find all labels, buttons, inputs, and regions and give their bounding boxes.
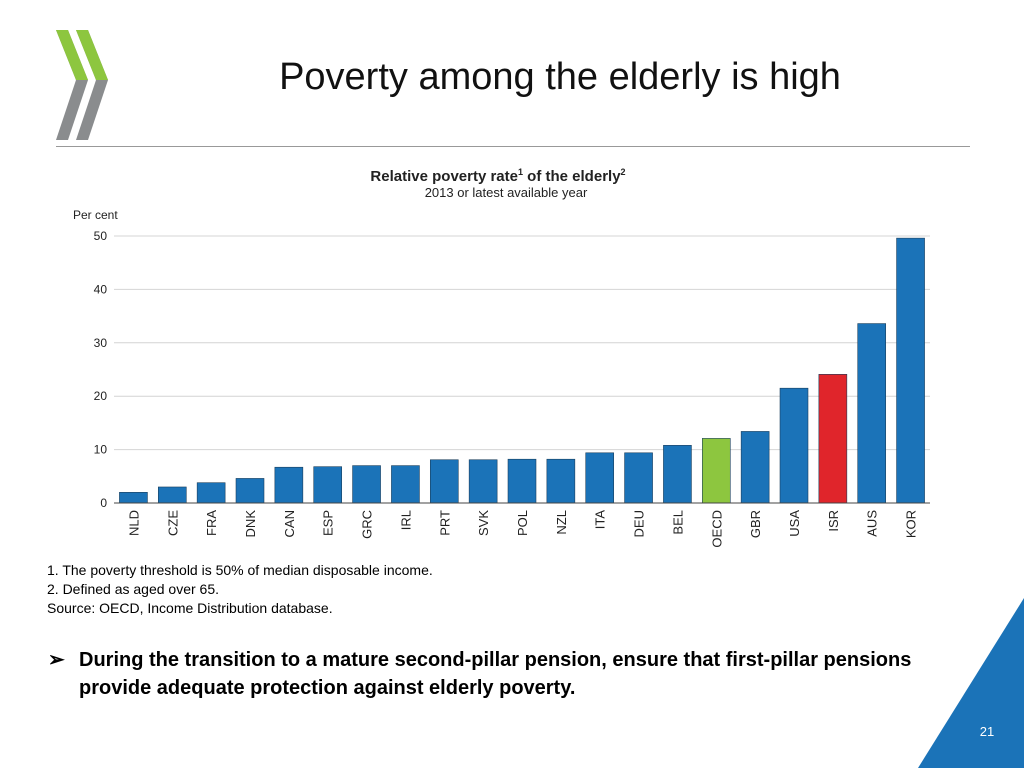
y-axis-label: Per cent: [73, 208, 118, 222]
x-tick-label-svk: SVK: [476, 510, 491, 536]
bars: [119, 237, 925, 504]
source-note: Source: OECD, Income Distribution databa…: [47, 600, 333, 616]
x-tick-label-grc: GRC: [360, 510, 375, 539]
bar-svk: [468, 459, 498, 504]
x-tick-label-aus: AUS: [865, 510, 880, 537]
x-tick-label-cze: CZE: [165, 510, 180, 536]
y-tick-label: 50: [94, 229, 108, 243]
bar-dnk: [235, 478, 265, 504]
y-tick-label: 30: [94, 336, 108, 350]
bar-ita: [585, 452, 615, 504]
chart-subtitle: 2013 or latest available year: [425, 185, 588, 200]
slide-title: Poverty among the elderly is high: [279, 56, 841, 98]
arrow-bullet-icon: ➢: [48, 649, 65, 671]
y-tick-label: 40: [94, 282, 108, 296]
bar-pol: [507, 458, 537, 504]
bar-grc: [352, 465, 381, 504]
bar-fra: [196, 482, 226, 504]
x-axis-ticks: NLD CZE FRA DNK CAN ESP GRC IRL PRT SVK POL NZL ITA D…: [126, 510, 918, 548]
y-tick-label: 0: [100, 496, 107, 510]
bar-can: [274, 466, 304, 504]
page-number: 21: [979, 724, 995, 739]
y-tick-label: 20: [94, 389, 108, 403]
x-tick-label-oecd: OECD: [709, 510, 724, 548]
x-tick-label-fra: FRA: [204, 510, 219, 536]
y-axis-ticks: 0 10 20 30 40 50: [94, 229, 108, 510]
chart-title: Relative poverty rate1 of the elderly2: [370, 167, 625, 185]
x-tick-label-bel: BEL: [670, 510, 685, 535]
bar-nld: [119, 492, 148, 504]
bar-nzl: [546, 458, 576, 504]
oecd-logo: [56, 30, 108, 140]
logo-chevron-green-back: [56, 30, 88, 80]
bar-irl: [391, 465, 420, 504]
x-tick-label-gbr: GBR: [748, 510, 763, 538]
bar-oecd: [701, 438, 731, 504]
bullet-text: During the transition to a mature second…: [79, 649, 912, 699]
x-tick-label-nzl: NZL: [554, 510, 569, 535]
bar-chart: Relative poverty rate1 of the elderly2 2…: [73, 167, 930, 548]
bar-bel: [663, 445, 692, 504]
corner-triangle: [918, 598, 1024, 768]
x-tick-label-prt: PRT: [437, 510, 452, 536]
bar-prt: [429, 459, 459, 504]
x-tick-label-kor: KOR: [904, 510, 919, 538]
x-tick-label-deu: DEU: [632, 510, 647, 537]
x-tick-label-esp: ESP: [321, 510, 336, 536]
bar-usa: [779, 387, 809, 504]
x-tick-label-dnk: DNK: [243, 510, 258, 538]
x-tick-label-usa: USA: [787, 510, 802, 537]
bar-cze: [157, 486, 187, 504]
x-tick-label-irl: IRL: [398, 510, 413, 530]
x-tick-label-pol: POL: [515, 510, 530, 536]
bar-aus: [857, 323, 887, 504]
bar-gbr: [740, 431, 770, 504]
x-tick-label-ita: ITA: [593, 510, 608, 530]
bar-deu: [624, 452, 653, 504]
bullet-point: ➢ During the transition to a mature seco…: [48, 646, 928, 702]
note-2: 2. Defined as aged over 65.: [47, 581, 220, 597]
chart-notes: 1. The poverty threshold is 50% of media…: [47, 561, 433, 618]
logo-chevron-green-front: [76, 30, 108, 80]
y-tick-label: 10: [94, 443, 108, 457]
note-1: 1. The poverty threshold is 50% of media…: [47, 562, 433, 578]
x-tick-label-nld: NLD: [126, 510, 141, 536]
x-tick-label-can: CAN: [282, 510, 297, 537]
bar-kor: [896, 237, 925, 504]
bar-isr: [818, 374, 848, 504]
bar-esp: [313, 466, 343, 504]
title-divider: [56, 146, 970, 147]
x-tick-label-isr: ISR: [826, 510, 841, 532]
